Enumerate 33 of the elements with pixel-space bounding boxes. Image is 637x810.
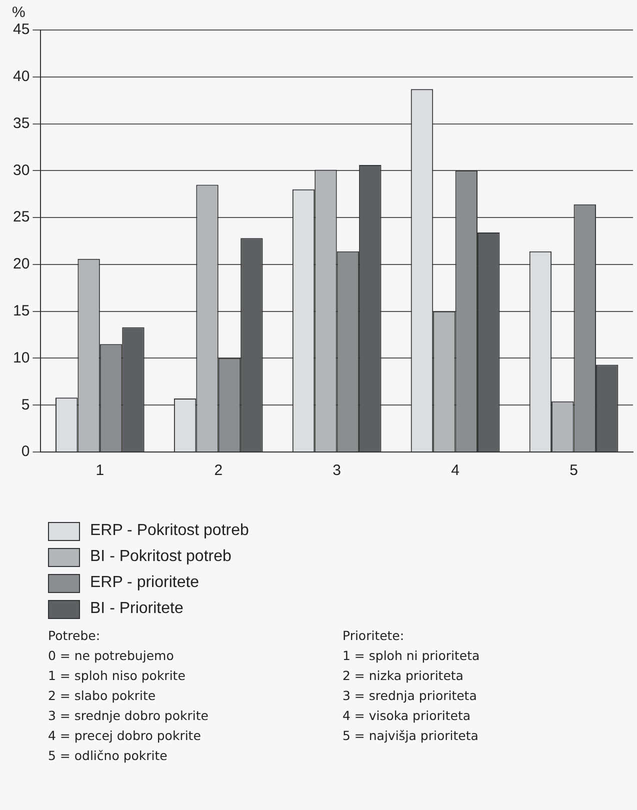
y-tick-label: 20 [12,256,30,273]
text: 0 = ne potrebujemo [48,648,175,665]
legend-label: ERP - Pokritost potreb [90,522,249,540]
y-tick-label: 10 [12,349,30,366]
text: 2 = nizka prioriteta [342,668,464,685]
text: 4 = visoka prioriteta [342,708,472,725]
y-tick-label: 0 [21,443,30,460]
text: 3 = srednja prioriteta [342,688,478,705]
y-tick-label: 25 [12,208,30,226]
y-tick-label: 5 [21,396,30,414]
x-tick-label: 2 [214,462,223,480]
legend-label: ERP - prioritete [90,574,200,592]
legend-label: BI - Prioritete [90,600,184,618]
y-tick-label: 45 [12,21,30,38]
text: 2 = slabo pokrite [48,688,157,705]
x-tick-label: 1 [96,462,104,480]
text: 1 = sploh ni prioriteta [342,648,481,665]
text: 5 = odlično pokrite [48,748,168,765]
x-tick-label: 5 [570,462,578,480]
text: Potrebe: [48,628,102,645]
text: 3 = srednje dobro pokrite [48,708,210,725]
x-tick-label: 4 [451,462,460,480]
text: 5 = najvišja prioriteta [342,728,480,745]
y-axis-title: % [12,4,26,21]
y-tick-label: 30 [12,162,30,179]
x-tick-label: 3 [332,462,342,480]
y-tick-label: 40 [12,68,30,86]
y-tick-label: 35 [12,114,30,132]
y-tick-label: 15 [12,302,30,320]
legend-label: BI - Pokritost potreb [90,548,232,566]
text: 4 = precej dobro pokrite [48,728,202,745]
text: 1 = sploh niso pokrite [48,668,186,685]
text: Prioritete: [342,628,406,645]
